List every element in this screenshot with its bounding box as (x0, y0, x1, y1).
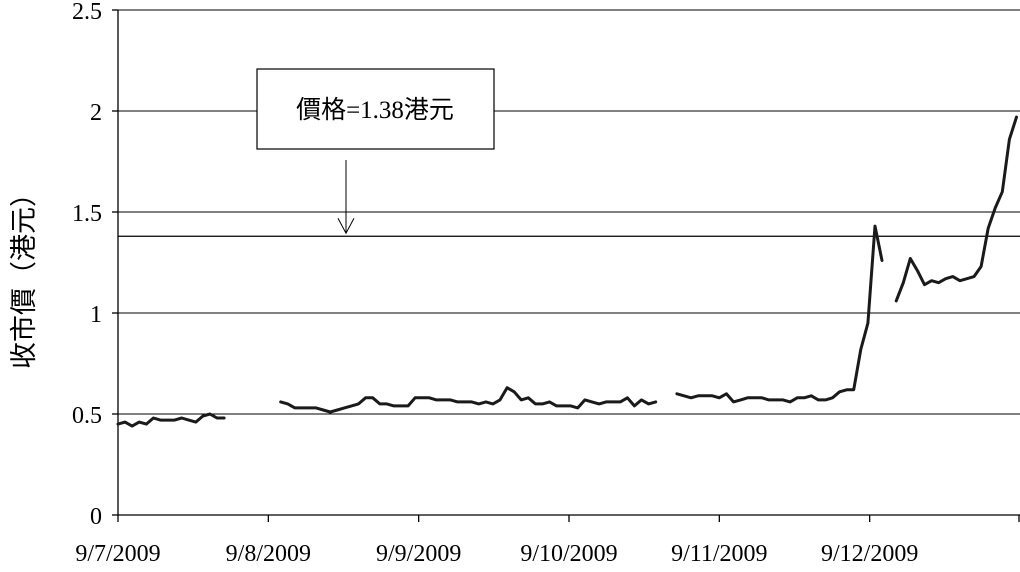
y-axis-label: 收市價（港元） (9, 180, 39, 369)
x-tick-label: 9/8/2009 (226, 541, 311, 567)
y-tick-label: 0 (90, 504, 102, 530)
x-ticks: 9/7/2009 9/8/2009 9/9/2009 9/10/2009 9/11/20… (75, 515, 1020, 567)
price-series (116, 115, 1018, 428)
price-annotation: 價格=1.38港元 (256, 68, 495, 235)
annotation-label: 價格=1.38港元 (296, 96, 454, 124)
x-tick-label: 9/10/2009 (520, 541, 617, 567)
x-tick-label: 9/7/2009 (75, 541, 160, 567)
annotation-box (256, 68, 495, 150)
series-line (894, 115, 1018, 303)
grid-lines (118, 9, 1020, 415)
x-tick-label: 9/9/2009 (376, 541, 461, 567)
x-tick-label: 9/12/2009 (821, 541, 918, 567)
y-tick-label: 1 (90, 302, 102, 328)
y-tick-label: 1.5 (72, 201, 102, 227)
y-ticks: 0 0.5 1 1.5 2 2.5 (72, 0, 118, 530)
series-line (116, 412, 226, 428)
arrowhead-icon (337, 218, 355, 235)
series-line (279, 386, 658, 414)
y-tick-label: 2.5 (72, 0, 102, 25)
y-tick-label: 2 (90, 100, 102, 126)
series-line (675, 224, 884, 404)
y-tick-label: 0.5 (72, 403, 102, 429)
x-tick-label: 9/11/2009 (671, 541, 767, 567)
